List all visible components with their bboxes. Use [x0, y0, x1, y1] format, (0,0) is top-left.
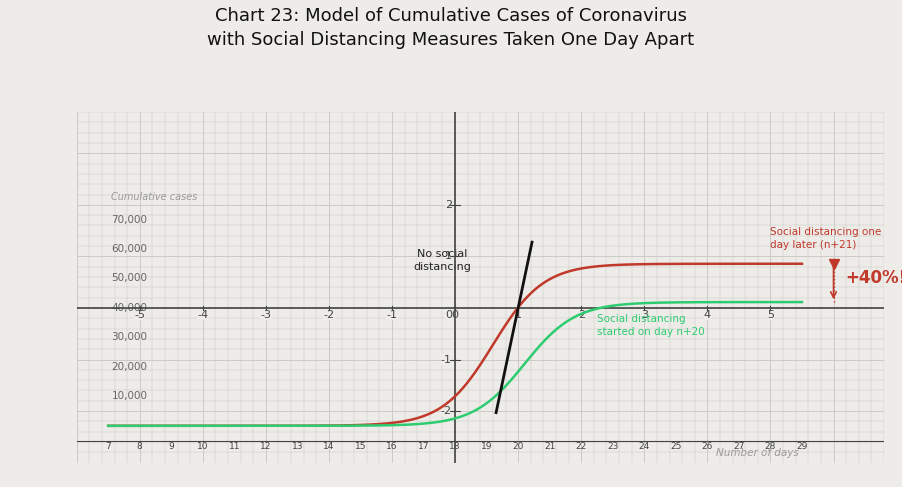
Text: 29: 29	[796, 442, 807, 450]
Text: 1: 1	[445, 251, 452, 262]
Text: -2: -2	[441, 406, 452, 416]
Text: 5: 5	[767, 310, 774, 319]
Text: 0: 0	[452, 310, 458, 319]
Text: 27: 27	[733, 442, 744, 450]
Text: 50,000: 50,000	[111, 274, 147, 283]
Text: 23: 23	[607, 442, 619, 450]
Text: -3: -3	[261, 310, 272, 319]
Text: 60,000: 60,000	[111, 244, 147, 254]
Text: 21: 21	[544, 442, 556, 450]
Text: 24: 24	[639, 442, 650, 450]
Text: 13: 13	[291, 442, 303, 450]
Text: 28: 28	[765, 442, 776, 450]
Text: 7: 7	[106, 442, 111, 450]
Text: 2: 2	[445, 200, 452, 210]
Text: Social distancing
started on day n+20: Social distancing started on day n+20	[597, 314, 704, 337]
Text: 22: 22	[575, 442, 587, 450]
Text: 19: 19	[481, 442, 492, 450]
Text: Number of days: Number of days	[716, 449, 799, 458]
Text: 14: 14	[323, 442, 335, 450]
Text: 9: 9	[169, 442, 174, 450]
Text: 3: 3	[640, 310, 648, 319]
Text: -1: -1	[387, 310, 398, 319]
Text: 15: 15	[354, 442, 366, 450]
Text: 18: 18	[449, 442, 461, 450]
Text: 25: 25	[670, 442, 682, 450]
Text: 20,000: 20,000	[111, 362, 147, 372]
Text: 70,000: 70,000	[111, 215, 147, 225]
Text: 8: 8	[137, 442, 143, 450]
Text: 16: 16	[386, 442, 398, 450]
Text: 11: 11	[228, 442, 240, 450]
Text: Cumulative cases: Cumulative cases	[111, 192, 198, 202]
Text: +40%!: +40%!	[845, 269, 902, 287]
Text: -1: -1	[441, 355, 452, 365]
Text: 30,000: 30,000	[111, 333, 147, 342]
Text: 10: 10	[197, 442, 208, 450]
Text: Chart 23: Model of Cumulative Cases of Coronavirus
with Social Distancing Measur: Chart 23: Model of Cumulative Cases of C…	[207, 7, 695, 49]
Text: 2: 2	[577, 310, 584, 319]
Text: 17: 17	[418, 442, 429, 450]
Text: Social distancing one
day later (n+21): Social distancing one day later (n+21)	[770, 227, 881, 249]
Text: 1: 1	[515, 310, 521, 319]
Text: 20: 20	[512, 442, 524, 450]
Text: No social
distancing: No social distancing	[413, 249, 472, 272]
Text: 0: 0	[445, 310, 452, 319]
Text: 10,000: 10,000	[111, 392, 147, 401]
Text: -4: -4	[198, 310, 208, 319]
Text: 4: 4	[704, 310, 711, 319]
Text: 12: 12	[260, 442, 272, 450]
Text: -5: -5	[134, 310, 145, 319]
Text: -2: -2	[324, 310, 335, 319]
Text: 26: 26	[702, 442, 713, 450]
Text: 40,000: 40,000	[111, 303, 147, 313]
